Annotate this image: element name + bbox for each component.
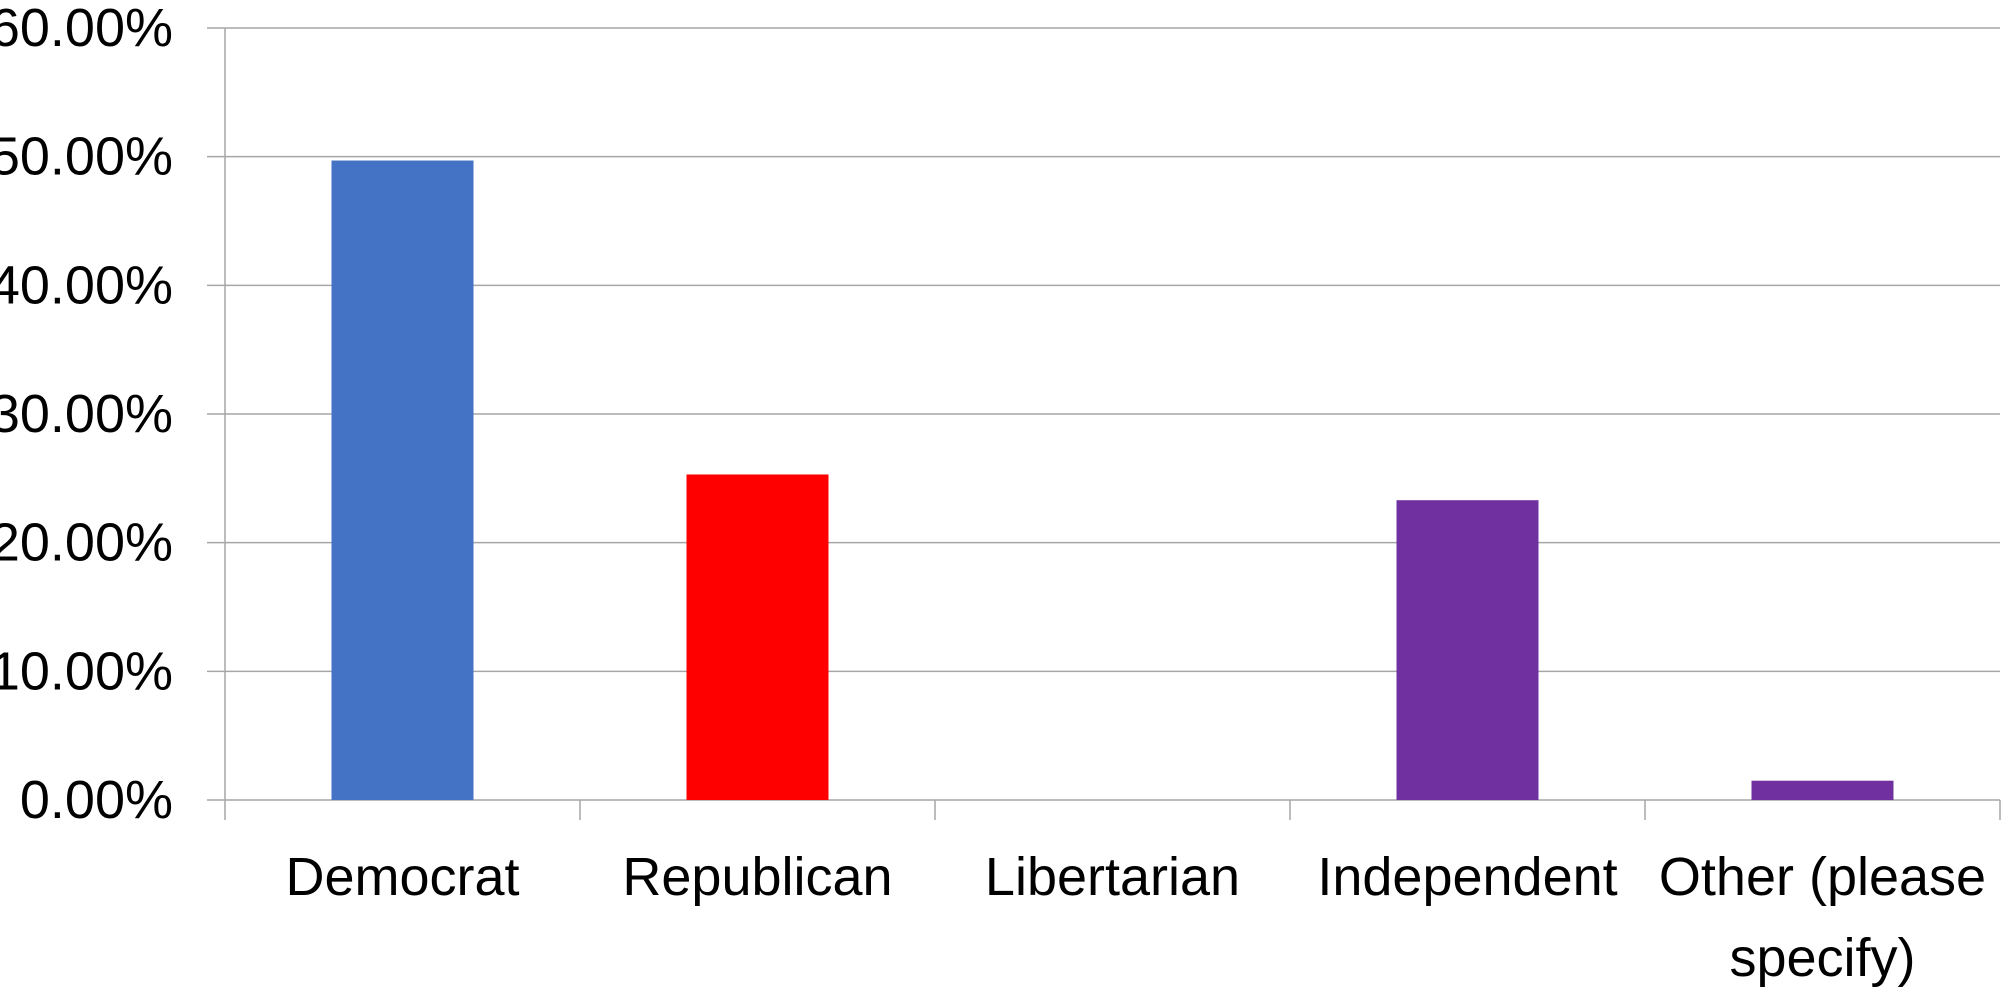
bar-democrat xyxy=(331,160,474,800)
x-tick-label-other-please-specify: Other (please specify) xyxy=(1659,847,1986,987)
axes xyxy=(207,27,2001,820)
bars xyxy=(331,160,1894,800)
y-tick-labels: 0.00% 10.00% 20.00% 30.00% 40.00% 50.00% 60.00… xyxy=(0,0,173,830)
y-tick-label: 20.00% xyxy=(0,513,173,573)
y-tick-label: 30.00% xyxy=(0,384,173,444)
y-tick-label: 40.00% xyxy=(0,255,173,315)
bar-republican xyxy=(686,474,829,800)
x-tick-label-libertarian: Libertarian xyxy=(985,847,1240,907)
bar-other-please-specify xyxy=(1751,780,1894,800)
x-tick-label-republican: Republican xyxy=(622,847,892,907)
y-tick-label: 10.00% xyxy=(0,641,173,701)
gridlines xyxy=(225,27,2000,673)
y-tick-label: 50.00% xyxy=(0,127,173,187)
x-tick-labels: Democrat Republican Libertarian Independent… xyxy=(285,847,1986,987)
x-tick-label-independent: Independent xyxy=(1317,847,1617,907)
y-tick-label: 60.00% xyxy=(0,0,173,58)
bar-independent xyxy=(1396,500,1539,800)
x-tick-label-democrat: Democrat xyxy=(285,847,519,907)
y-tick-label: 0.00% xyxy=(20,770,173,830)
